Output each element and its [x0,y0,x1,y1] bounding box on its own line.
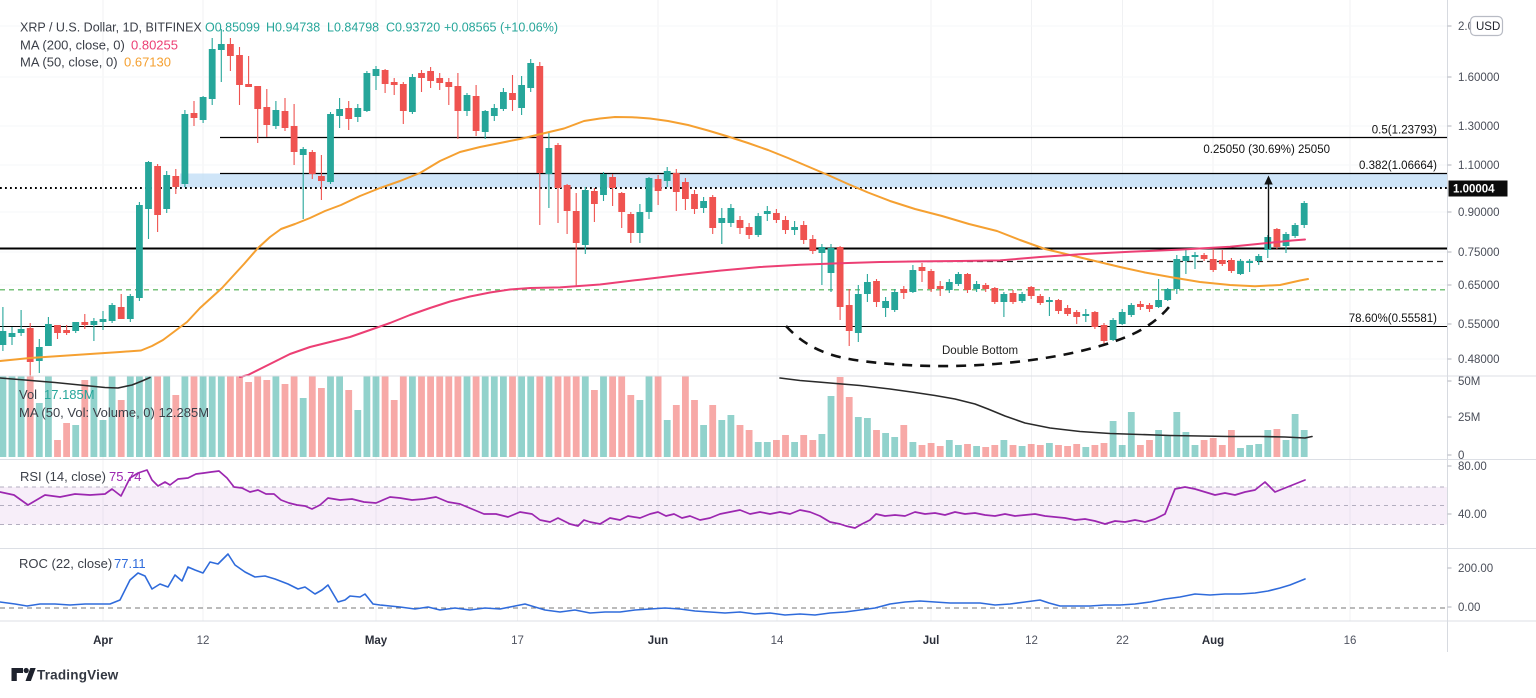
svg-text:O0.85099: O0.85099 [205,21,260,35]
svg-text:H0.94738: H0.94738 [266,21,320,35]
svg-text:12: 12 [1025,635,1038,647]
svg-text:1.00004: 1.00004 [1453,184,1495,196]
svg-text:MA (50, Vol: Volume, 0) 12.28: MA (50, Vol: Volume, 0) 12.285M [19,405,209,420]
svg-text:1.60000: 1.60000 [1458,72,1500,84]
svg-text:TradingView: TradingView [37,668,119,683]
svg-text:1.10000: 1.10000 [1458,160,1500,172]
svg-text:Jul: Jul [923,635,940,647]
svg-text:Vol: Vol [19,387,37,402]
svg-text:C0.93720: C0.93720 [386,21,440,35]
svg-text:0.65000: 0.65000 [1458,280,1500,292]
svg-text:RSI (14, close): RSI (14, close) [20,469,106,484]
svg-text:MA (50, close, 0): MA (50, close, 0) [20,55,118,70]
svg-text:0: 0 [1458,450,1464,462]
svg-text:Aug: Aug [1202,635,1224,647]
svg-text:0.75000: 0.75000 [1458,247,1500,259]
svg-text:1.30000: 1.30000 [1458,121,1500,133]
svg-text:0.67130: 0.67130 [124,55,171,70]
svg-text:Double Bottom: Double Bottom [942,345,1018,357]
svg-text:+0.08565 (+10.06%): +0.08565 (+10.06%) [444,21,558,35]
svg-text:40.00: 40.00 [1458,509,1487,521]
svg-text:0.00: 0.00 [1458,602,1480,614]
svg-text:XRP / U.S. Dollar, 1D, BITFINE: XRP / U.S. Dollar, 1D, BITFINEX [20,21,202,35]
svg-text:77.11: 77.11 [114,556,146,571]
svg-text:16: 16 [1344,635,1357,647]
svg-text:MA (200, close, 0): MA (200, close, 0) [20,38,125,53]
svg-text:0.90000: 0.90000 [1458,207,1500,219]
svg-text:0.382(1.06664): 0.382(1.06664) [1359,160,1437,172]
svg-text:12: 12 [197,635,210,647]
svg-text:50M: 50M [1458,376,1480,388]
svg-text:0.48000: 0.48000 [1458,354,1500,366]
svg-text:Apr: Apr [93,635,113,647]
svg-text:17: 17 [511,635,524,647]
svg-text:0.25050 (30.69%) 25050: 0.25050 (30.69%) 25050 [1203,144,1330,156]
svg-text:75.74: 75.74 [109,469,142,484]
svg-text:ROC (22, close): ROC (22, close) [19,556,112,571]
svg-text:May: May [365,635,388,647]
svg-text:80.00: 80.00 [1458,461,1487,473]
svg-text:Jun: Jun [648,635,668,647]
svg-text:USD: USD [1476,21,1500,33]
svg-text:22: 22 [1116,635,1129,647]
svg-text:L0.84798: L0.84798 [327,21,379,35]
svg-text:14: 14 [771,635,784,647]
svg-text:0.5(1.23793): 0.5(1.23793) [1372,125,1437,137]
svg-text:25M: 25M [1458,412,1480,424]
svg-text:0.55000: 0.55000 [1458,319,1500,331]
svg-text:78.60%(0.55581): 78.60%(0.55581) [1349,313,1437,325]
svg-text:200.00: 200.00 [1458,563,1493,575]
svg-text:17.185M: 17.185M [44,387,95,402]
svg-text:0.80255: 0.80255 [131,38,178,53]
